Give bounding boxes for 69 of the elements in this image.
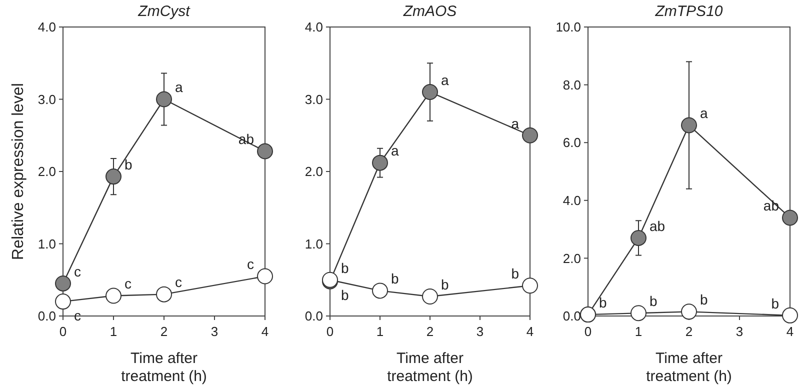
- point: [55, 275, 71, 292]
- x-tick-label: 0: [59, 324, 67, 339]
- annotation: a: [175, 79, 183, 96]
- x-tick-label: 3: [736, 324, 744, 339]
- y-tick-label: 3.0: [38, 92, 56, 107]
- point: [372, 154, 388, 171]
- x-axis-title: Time after treatment (h): [387, 350, 473, 385]
- x-tick-label: 4: [261, 324, 269, 339]
- x-axis-title: Time after treatment (h): [121, 350, 207, 385]
- chart-title: ZmAOS: [402, 3, 457, 20]
- x-tick-label: 2: [160, 324, 168, 339]
- x-tick-label: 2: [685, 324, 693, 339]
- annotation: c: [175, 274, 182, 290]
- annotation: b: [124, 156, 132, 172]
- annotation: a: [391, 142, 399, 159]
- point: [782, 210, 798, 226]
- point: [681, 117, 697, 134]
- x-tick-label: 1: [634, 324, 642, 339]
- x-tick-label: 4: [526, 324, 534, 339]
- y-tick-label: 2.0: [562, 250, 581, 266]
- chart-title: ZmTPS10: [654, 3, 724, 20]
- y-tick-label: 3.0: [304, 92, 323, 107]
- y-tick-label: 4.0: [38, 20, 56, 35]
- annotation: c: [247, 256, 254, 272]
- point: [257, 143, 273, 160]
- annotation: a: [511, 115, 520, 132]
- y-tick-label: 1.0: [304, 236, 323, 252]
- annotation: b: [391, 270, 399, 287]
- y-tick-label: 6.0: [562, 135, 581, 150]
- chart-title: ZmCyst: [137, 3, 191, 20]
- x-tick-label: 2: [426, 324, 434, 339]
- x-tick-label: 3: [476, 324, 484, 339]
- annotation: b: [441, 276, 449, 292]
- y-axis-title: Relative expression level: [10, 83, 27, 260]
- x-axis-title: Time after treatment (h): [646, 350, 732, 385]
- y-tick-label: 8.0: [562, 77, 581, 92]
- annotation: b: [771, 295, 780, 312]
- point: [630, 230, 646, 246]
- y-tick-label: 1.0: [38, 236, 56, 252]
- annotation: ab: [650, 218, 666, 234]
- annotation: c: [124, 276, 132, 292]
- y-tick-label: 0.0: [38, 308, 56, 324]
- y-tick-label: 2.0: [38, 164, 56, 180]
- x-tick-label: 1: [110, 324, 118, 339]
- point: [522, 127, 538, 144]
- y-tick-label: 4.0: [562, 192, 581, 208]
- annotation: b: [511, 266, 520, 282]
- y-tick-label: 0.0: [562, 308, 581, 324]
- annotation: a: [700, 105, 708, 122]
- x-tick-label: 0: [584, 324, 592, 339]
- y-tick-label: 2.0: [304, 164, 323, 180]
- point: [106, 168, 122, 185]
- annotation: b: [650, 293, 658, 310]
- y-tick-label: 4.0: [304, 20, 323, 35]
- y-tick-label: 10.0: [556, 20, 581, 35]
- annotation: a: [441, 72, 449, 88]
- annotation: b: [341, 260, 349, 276]
- point: [422, 84, 438, 100]
- annotation: b: [341, 287, 349, 304]
- annotation: c: [74, 263, 81, 280]
- y-tick-label: 0.0: [304, 308, 323, 324]
- point: [156, 91, 172, 108]
- x-tick-label: 4: [786, 324, 794, 339]
- annotation: b: [700, 292, 708, 308]
- annotation: b: [599, 294, 607, 310]
- x-tick-label: 0: [326, 324, 334, 339]
- x-tick-label: 3: [210, 324, 218, 339]
- x-tick-label: 1: [376, 324, 384, 339]
- annotation: ab: [763, 198, 780, 214]
